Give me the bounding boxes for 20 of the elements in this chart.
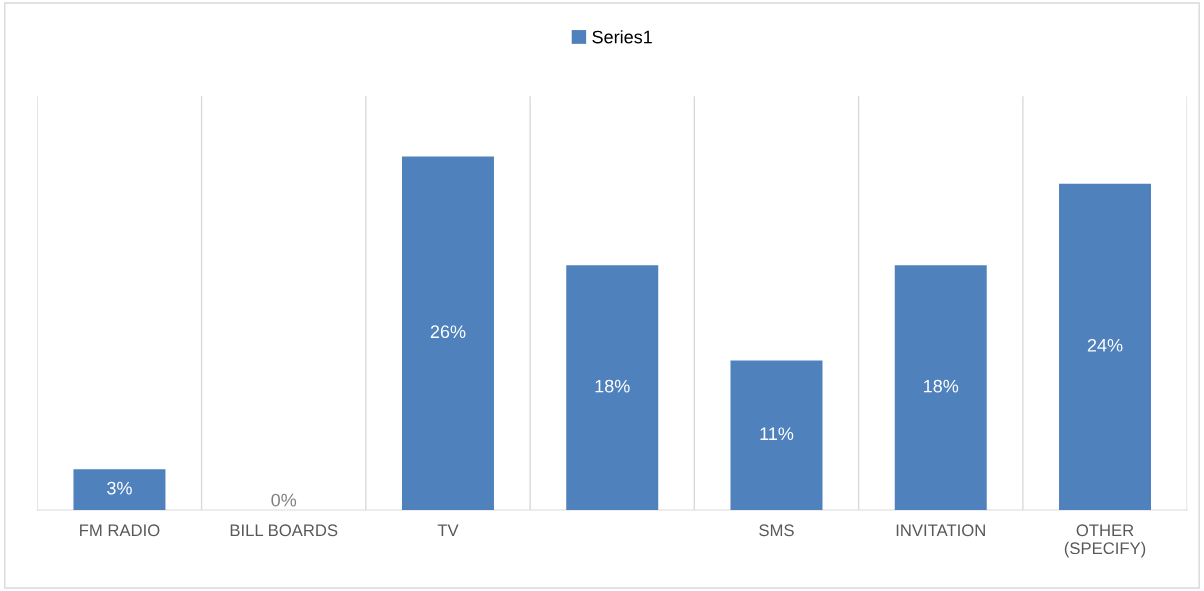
bar (566, 265, 659, 511)
bar (73, 469, 166, 511)
x-tick-label: OTHER (SPECIFY) (1064, 524, 1146, 558)
data-label: 3% (107, 481, 132, 495)
data-label: 18% (924, 379, 959, 393)
bar (894, 265, 987, 511)
bar (401, 156, 494, 511)
x-tick-label: INVITATION (896, 524, 985, 537)
data-label: 18% (595, 379, 630, 393)
legend-label: Series1 (592, 30, 652, 44)
bar (1059, 183, 1152, 511)
x-tick-label: FM RADIO (80, 524, 160, 537)
data-label: 24% (1087, 338, 1123, 352)
x-tick-label: BILL BOARDS (230, 524, 338, 537)
x-tick-label: TV (437, 524, 459, 536)
bar (730, 360, 823, 511)
data-label: 11% (760, 427, 794, 441)
data-label: 26% (430, 325, 466, 339)
data-label: 0% (271, 493, 297, 507)
x-tick-label: SMS (759, 524, 794, 537)
